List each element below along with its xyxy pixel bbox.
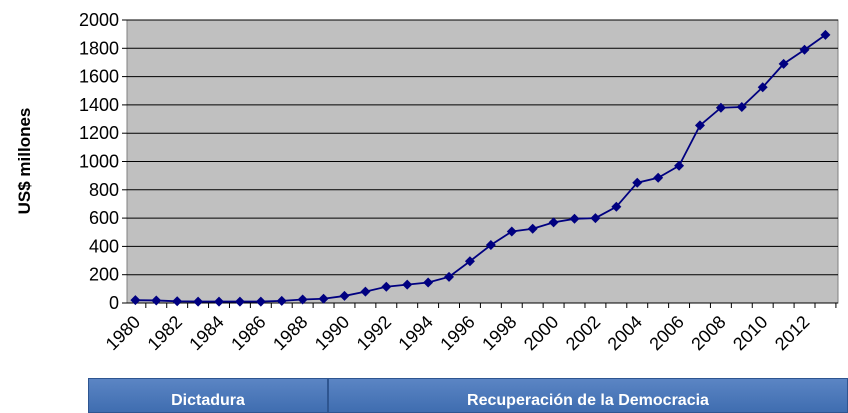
y-tick-label: 2000 bbox=[79, 10, 119, 30]
data-point-marker bbox=[172, 296, 183, 307]
data-point-marker bbox=[674, 160, 685, 171]
x-tick-label: 1994 bbox=[394, 312, 436, 354]
period-label: Dictadura bbox=[171, 392, 245, 409]
data-point-marker bbox=[255, 296, 266, 307]
data-point-marker bbox=[444, 271, 455, 282]
data-point-marker bbox=[715, 102, 726, 113]
series-line bbox=[135, 34, 826, 303]
line-chart: 0 200 400 600 800 1000 1200 1400 1600 1800 2000 19… bbox=[15, 10, 839, 354]
data-point-marker bbox=[276, 295, 287, 306]
period-bar-dictadura: Dictadura bbox=[88, 378, 328, 413]
data-point-marker bbox=[423, 277, 434, 288]
x-tick-label: 1996 bbox=[436, 312, 478, 354]
data-point-marker bbox=[757, 82, 768, 93]
y-tick-label: 1400 bbox=[79, 95, 119, 115]
y-tick-label: 1800 bbox=[79, 38, 119, 58]
data-point-marker bbox=[318, 293, 329, 304]
x-tick-label: 2002 bbox=[562, 312, 604, 354]
y-tick-label: 0 bbox=[109, 293, 119, 313]
data-point-marker bbox=[527, 223, 538, 234]
y-axis: 0 200 400 600 800 1000 1200 1400 1600 1800 2000 bbox=[79, 10, 127, 313]
data-point-marker bbox=[360, 286, 371, 297]
x-tick-label: 1990 bbox=[311, 312, 353, 354]
data-point-marker bbox=[548, 217, 559, 228]
data-point-marker bbox=[653, 172, 664, 183]
y-tick-label: 800 bbox=[89, 180, 119, 200]
x-tick-label: 1984 bbox=[185, 312, 227, 354]
data-point-marker bbox=[736, 102, 747, 113]
x-tick-label: 2010 bbox=[729, 312, 771, 354]
data-point-marker bbox=[130, 295, 141, 306]
data-point-marker bbox=[151, 295, 162, 306]
data-point-marker bbox=[778, 58, 789, 69]
data-point-marker bbox=[820, 29, 831, 40]
x-tick-label: 1988 bbox=[269, 312, 311, 354]
x-tick-label: 2006 bbox=[645, 312, 687, 354]
x-tick-label: 1980 bbox=[102, 312, 144, 354]
y-tick-label: 200 bbox=[89, 265, 119, 285]
data-point-marker bbox=[381, 281, 392, 292]
data-point-marker bbox=[214, 296, 225, 307]
y-tick-label: 400 bbox=[89, 236, 119, 256]
x-tick-label: 1998 bbox=[478, 312, 520, 354]
data-point-marker bbox=[402, 279, 413, 290]
x-tick-label: 1986 bbox=[227, 312, 269, 354]
period-label: Recuperación de la Democracia bbox=[467, 392, 709, 409]
x-tick-label: 1992 bbox=[353, 312, 395, 354]
data-point-marker bbox=[464, 256, 475, 267]
data-point-marker bbox=[569, 213, 580, 224]
y-tick-label: 1200 bbox=[79, 123, 119, 143]
data-point-marker bbox=[339, 290, 350, 301]
data-point-marker bbox=[632, 177, 643, 188]
data-point-marker bbox=[234, 296, 245, 307]
data-point-marker bbox=[297, 294, 308, 305]
data-point-marker bbox=[611, 201, 622, 212]
y-axis-label: US$ millones bbox=[15, 108, 34, 215]
data-point-marker bbox=[506, 226, 517, 237]
data-point-marker bbox=[799, 44, 810, 55]
data-point-marker bbox=[193, 296, 204, 307]
data-point-marker bbox=[485, 239, 496, 250]
x-tick-label: 2012 bbox=[771, 312, 813, 354]
y-tick-label: 1000 bbox=[79, 152, 119, 172]
x-axis: 1980 1982 1984 1986 1988 1990 1992 1994 1996 1998… bbox=[102, 302, 838, 354]
data-point-marker bbox=[590, 213, 601, 224]
x-tick-label: 2000 bbox=[520, 312, 562, 354]
y-tick-label: 1600 bbox=[79, 67, 119, 87]
series-markers bbox=[130, 29, 831, 307]
period-bar-recuperacion: Recuperación de la Democracia bbox=[328, 378, 848, 413]
y-tick-label: 600 bbox=[89, 208, 119, 228]
x-tick-label: 2008 bbox=[687, 312, 729, 354]
x-tick-label: 2004 bbox=[604, 312, 646, 354]
x-tick-label: 1982 bbox=[144, 312, 186, 354]
data-point-marker bbox=[694, 120, 705, 131]
